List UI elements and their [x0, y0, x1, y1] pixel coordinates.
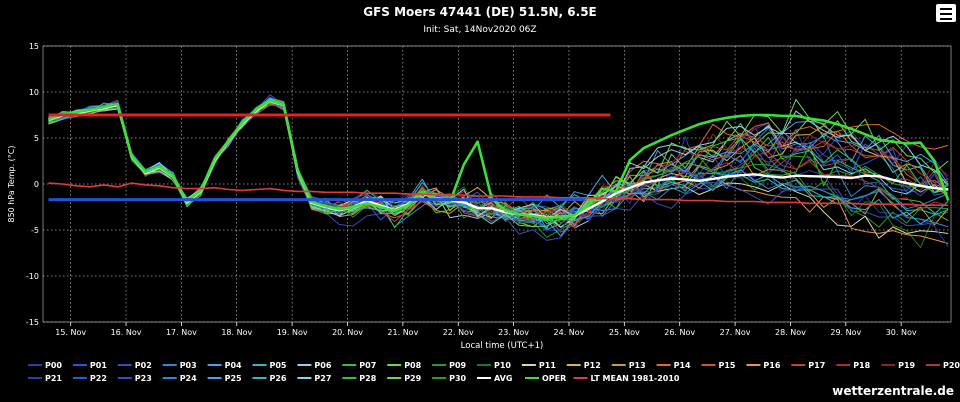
y-tick-label: 5 [34, 134, 39, 143]
x-tick-label: 21. Nov [387, 328, 418, 337]
series-line-oper [48, 99, 950, 220]
legend-item-p12[interactable]: P12 [584, 361, 601, 370]
legend-item-p19[interactable]: P19 [898, 361, 915, 370]
legend-item-p01[interactable]: P01 [90, 361, 107, 370]
legend-item-p14[interactable]: P14 [674, 361, 691, 370]
x-tick-label: 23. Nov [498, 328, 529, 337]
legend-item-p26[interactable]: P26 [270, 374, 287, 383]
series-layer [48, 94, 950, 248]
chart-subtitle: Init: Sat, 14Nov2020 06Z [423, 25, 537, 35]
reference-lines [48, 113, 611, 202]
series-line-p26 [48, 98, 949, 237]
legend-item-p25[interactable]: P25 [225, 374, 242, 383]
y-tick-label: -15 [26, 318, 39, 327]
legend-item-p15[interactable]: P15 [719, 361, 736, 370]
legend-item-p00[interactable]: P00 [45, 361, 62, 370]
legend-item-p28[interactable]: P28 [359, 374, 376, 383]
legend: P00 P01 P02 P03 P04 P05 P06 P07 P08 P09 P10 P11 P12 P… [28, 361, 960, 383]
x-tick-label: 26. Nov [664, 328, 695, 337]
legend-item-p07[interactable]: P07 [359, 361, 376, 370]
x-tick-label: 27. Nov [720, 328, 751, 337]
legend-item-p24[interactable]: P24 [180, 374, 197, 383]
legend-item-p09[interactable]: P09 [449, 361, 466, 370]
x-axis-label: Local time (UTC+1) [461, 341, 544, 351]
hamburger-menu-icon[interactable] [936, 4, 956, 22]
watermark: wetterzentrale.de [832, 384, 954, 398]
x-tick-label: 17. Nov [166, 328, 197, 337]
series-line-p10 [48, 98, 949, 248]
legend-item-p29[interactable]: P29 [404, 374, 421, 383]
y-tick-label: 0 [34, 180, 39, 189]
legend-item-p30[interactable]: P30 [449, 374, 466, 383]
y-tick-label: -5 [31, 226, 39, 235]
x-tick-label: 19. Nov [277, 328, 308, 337]
x-tick-label: 22. Nov [443, 328, 474, 337]
x-tick-label: 16. Nov [111, 328, 142, 337]
series-line-lt-mean-1981-2010 [48, 182, 949, 206]
legend-item-p27[interactable]: P27 [314, 374, 331, 383]
legend-item-p11[interactable]: P11 [539, 361, 556, 370]
legend-item-p22[interactable]: P22 [90, 374, 107, 383]
x-tick-label: 28. Nov [775, 328, 806, 337]
chart-title: GFS Moers 47441 (DE) 51.5N, 6.5E [363, 5, 597, 19]
y-tick-label: -10 [26, 272, 39, 281]
legend-item-p18[interactable]: P18 [853, 361, 870, 370]
x-tick-label: 30. Nov [886, 328, 917, 337]
legend-item-p21[interactable]: P21 [45, 374, 62, 383]
legend-item-p06[interactable]: P06 [314, 361, 331, 370]
x-tick-label: 18. Nov [221, 328, 252, 337]
legend-item-p03[interactable]: P03 [180, 361, 197, 370]
plot-border [42, 45, 952, 323]
x-tick-label: 29. Nov [830, 328, 861, 337]
legend-item-p20[interactable]: P20 [943, 361, 960, 370]
legend-item-p17[interactable]: P17 [808, 361, 825, 370]
y-axis-label: 850 hPa Temp. (°C) [7, 145, 16, 222]
legend-item-p05[interactable]: P05 [270, 361, 287, 370]
y-tick-label: 15 [29, 42, 39, 51]
legend-item-p10[interactable]: P10 [494, 361, 511, 370]
legend-item-avg[interactable]: AVG [494, 374, 512, 383]
legend-item-p23[interactable]: P23 [135, 374, 152, 383]
x-tick-label: 24. Nov [554, 328, 585, 337]
x-tick-label: 20. Nov [332, 328, 363, 337]
y-axis-tick-labels: -15 -10 -5 0 5 10 15 [26, 42, 39, 327]
legend-item-p02[interactable]: P02 [135, 361, 152, 370]
x-tick-label: 25. Nov [609, 328, 640, 337]
legend-item-oper[interactable]: OPER [542, 374, 566, 383]
x-tick-label: 15. Nov [55, 328, 86, 337]
y-tick-label: 10 [29, 88, 39, 97]
x-axis-tick-labels: 15. Nov 16. Nov 17. Nov 18. Nov 19. Nov 20. N… [55, 328, 917, 337]
legend-item-p16[interactable]: P16 [763, 361, 780, 370]
legend-item-p13[interactable]: P13 [629, 361, 646, 370]
legend-item-p04[interactable]: P04 [225, 361, 242, 370]
legend-item-lt-mean-1981-2010[interactable]: LT MEAN 1981-2010 [591, 374, 680, 383]
legend-item-p08[interactable]: P08 [404, 361, 421, 370]
